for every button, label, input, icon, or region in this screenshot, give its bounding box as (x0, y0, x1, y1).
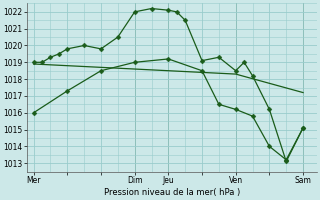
X-axis label: Pression niveau de la mer( hPa ): Pression niveau de la mer( hPa ) (104, 188, 240, 197)
